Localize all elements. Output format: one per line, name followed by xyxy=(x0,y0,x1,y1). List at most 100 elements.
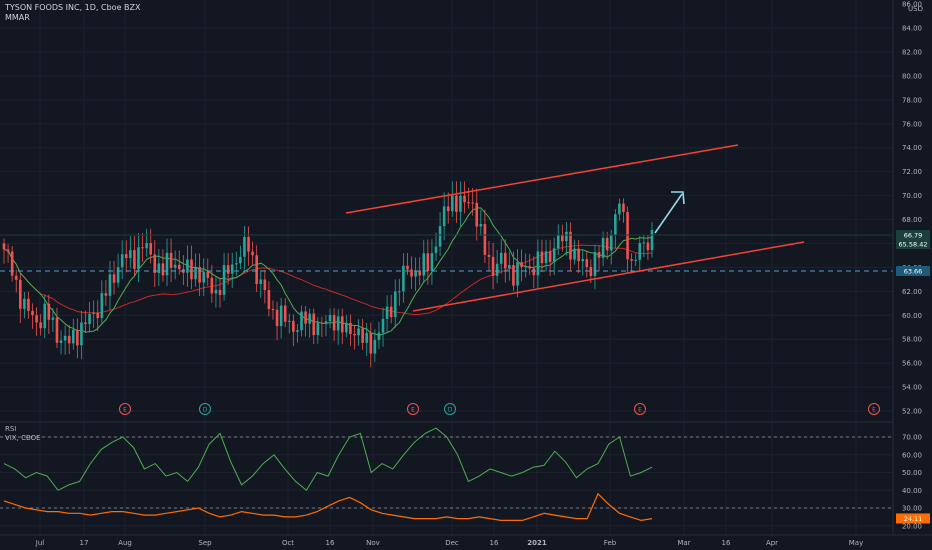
candle xyxy=(398,279,401,306)
candle xyxy=(10,245,14,282)
candle xyxy=(524,253,527,278)
candle xyxy=(255,245,258,293)
vix-line xyxy=(3,492,653,522)
price-tick-label: 70.00 xyxy=(902,192,922,200)
candle xyxy=(495,249,499,284)
channel-upper-trendline[interactable] xyxy=(345,144,739,214)
event-marker-e[interactable]: E xyxy=(407,403,419,415)
candle xyxy=(88,301,91,333)
candle xyxy=(626,206,629,274)
candle xyxy=(630,253,633,273)
time-tick-label: Feb xyxy=(604,539,617,547)
ma-slow-line xyxy=(3,244,653,316)
candle xyxy=(618,198,621,221)
candle xyxy=(198,253,201,296)
price-tag: 65.58.42 xyxy=(896,239,930,249)
time-tick-label: Jul xyxy=(35,539,45,547)
candle xyxy=(235,251,238,276)
price-tick-label: 82.00 xyxy=(902,48,922,56)
candle xyxy=(503,239,507,283)
channel-lower-trendline[interactable] xyxy=(412,241,805,312)
candle xyxy=(133,236,136,276)
candle xyxy=(614,209,617,249)
candle xyxy=(14,269,18,293)
time-tick-label: 16 xyxy=(326,539,335,547)
price-tick-label: 78.00 xyxy=(902,96,922,104)
time-tick-label: 2021 xyxy=(527,539,547,547)
rsi-tick-label: 50.00 xyxy=(902,469,922,477)
candle xyxy=(137,233,140,283)
rsi-tick-label: 20.00 xyxy=(902,522,922,530)
candle xyxy=(35,307,38,336)
price-tick-label: 54.00 xyxy=(902,384,922,392)
price-axis-ticks: 52.0054.0056.0058.0060.0062.0064.0066.00… xyxy=(902,1,922,416)
candle xyxy=(157,249,161,286)
candle xyxy=(161,249,165,282)
candle xyxy=(573,239,576,265)
candle xyxy=(479,209,483,236)
candle xyxy=(296,324,299,343)
price-tick-label: 60.00 xyxy=(902,312,922,320)
candle xyxy=(561,224,564,252)
candle xyxy=(601,231,605,267)
candle xyxy=(279,297,283,339)
candle xyxy=(475,188,479,241)
candle xyxy=(259,269,263,298)
candle xyxy=(202,258,205,297)
candle xyxy=(402,253,405,303)
projection-arrow[interactable] xyxy=(654,191,685,234)
price-tick-label: 56.00 xyxy=(902,360,922,368)
event-marker-e[interactable]: E xyxy=(634,403,646,415)
candle xyxy=(267,281,271,317)
event-marker-e[interactable]: E xyxy=(868,403,880,415)
ma-fast-line xyxy=(3,207,653,337)
candle xyxy=(508,251,511,281)
rsi-axis-ticks: 20.00 30.00 40.00 50.00 60.00 70.00 24.11 xyxy=(896,434,930,530)
price-tag: 66.79 xyxy=(896,230,930,240)
candle xyxy=(112,260,116,295)
candle xyxy=(418,257,421,286)
candle xyxy=(226,253,230,285)
candle xyxy=(275,301,279,341)
candle xyxy=(173,250,177,280)
candle xyxy=(426,239,430,285)
price-tick-label: 74.00 xyxy=(902,144,922,152)
candle xyxy=(442,192,446,241)
candle xyxy=(516,249,519,298)
candle xyxy=(434,232,438,261)
vix-value-tag: 24.11 xyxy=(896,513,930,524)
candle xyxy=(446,192,450,224)
candle xyxy=(100,280,104,325)
price-tick-label: 76.00 xyxy=(902,120,922,128)
svg-text:E: E xyxy=(638,407,642,414)
event-marker-d[interactable]: D xyxy=(199,403,211,415)
candle xyxy=(59,330,63,355)
candle xyxy=(214,277,218,308)
candle xyxy=(565,222,568,256)
candle xyxy=(194,253,197,287)
candle xyxy=(520,249,523,282)
candle xyxy=(410,256,413,289)
candle xyxy=(385,295,389,332)
candle xyxy=(577,239,580,274)
time-axis-ticks[interactable]: Jul 17 Aug Sep Oct 16 Nov Dec 16 2021 Feb Mar 16 Apr M… xyxy=(35,539,863,547)
symbol-title[interactable]: TYSON FOODS INC, 1D, Cboe BZX xyxy=(5,3,141,12)
svg-text:D: D xyxy=(448,407,453,414)
candle xyxy=(92,300,95,328)
svg-text:65.58.42: 65.58.42 xyxy=(899,241,928,249)
candle xyxy=(206,258,210,286)
candle xyxy=(483,209,487,263)
candle xyxy=(438,212,442,257)
candle xyxy=(597,245,601,272)
candle xyxy=(422,239,426,283)
candle xyxy=(51,308,55,332)
candle xyxy=(642,235,646,258)
event-marker-d[interactable]: D xyxy=(444,403,456,415)
candle xyxy=(27,291,30,319)
svg-text:24.11: 24.11 xyxy=(904,515,923,523)
event-marker-e[interactable]: E xyxy=(119,403,131,415)
price-tick-label: 84.00 xyxy=(902,25,922,33)
